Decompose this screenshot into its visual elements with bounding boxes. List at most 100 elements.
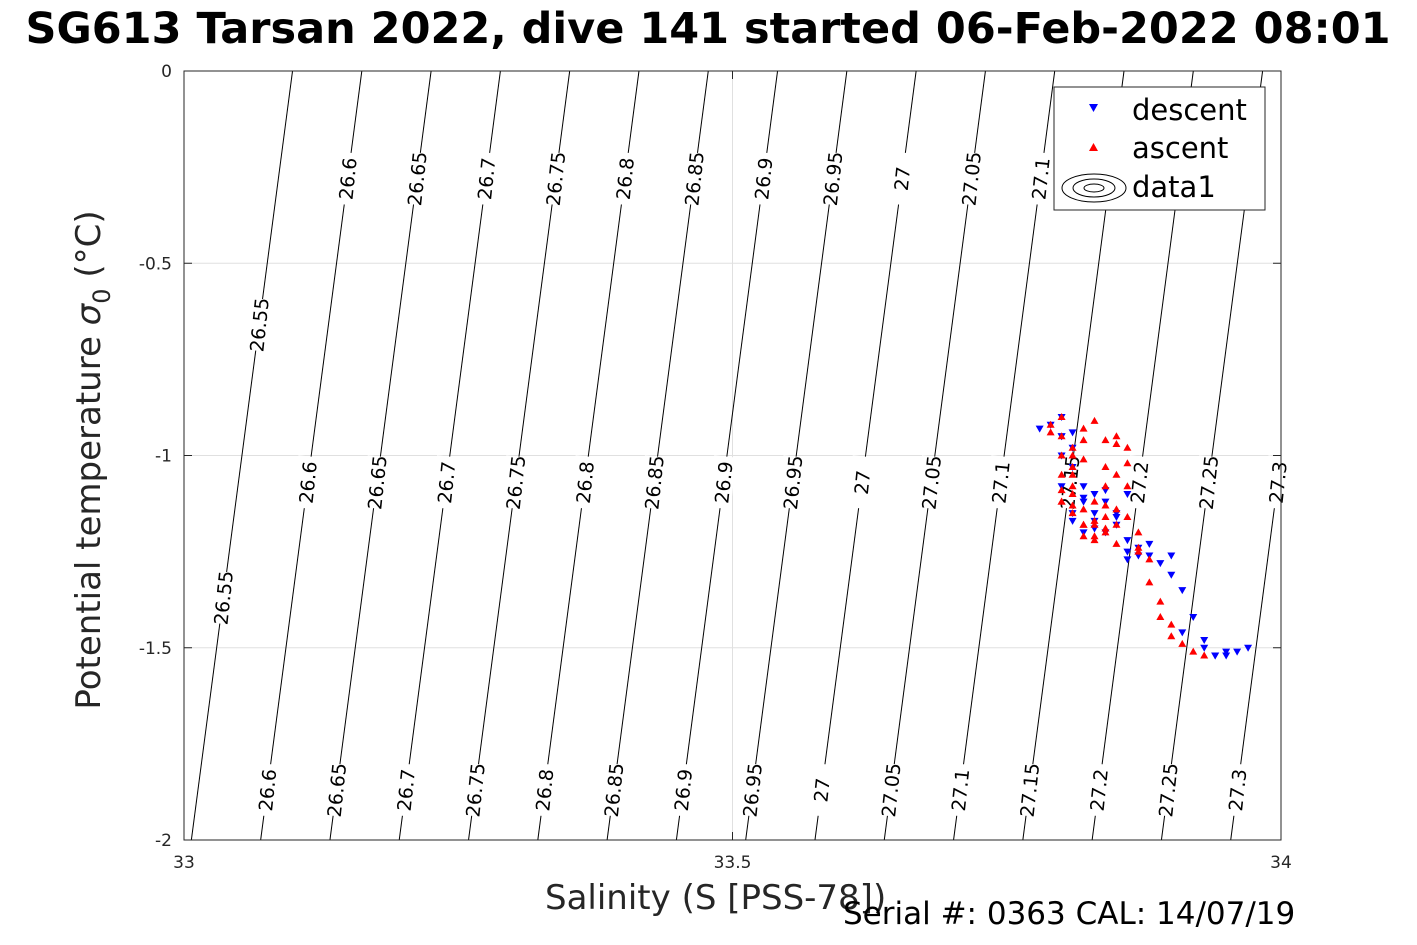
ascent-point	[1101, 501, 1110, 509]
contour-label: 26.55	[246, 297, 274, 353]
contour-label-bg	[431, 455, 459, 510]
ascent-point	[1156, 612, 1165, 620]
x-tick-label: 33	[173, 853, 195, 873]
descent-point	[1222, 652, 1231, 660]
contour-label: 26.85	[681, 151, 709, 207]
contour-label-bg	[610, 151, 638, 206]
contour-label-bg	[1153, 762, 1181, 817]
legend-descent-marker	[1089, 104, 1098, 112]
ascent-point	[1090, 497, 1099, 505]
contour-label-bg	[887, 151, 915, 206]
contour-label-group: 26.6	[252, 762, 281, 817]
ascent-point	[1112, 520, 1121, 528]
contour-label: 27.2	[1127, 460, 1153, 504]
ascent-point	[1090, 516, 1099, 524]
contour-label-bg	[570, 455, 598, 510]
contour-label: 27.1	[948, 768, 974, 812]
ascent-point	[1068, 463, 1077, 471]
contour-label-bg	[252, 762, 280, 817]
ascent-point	[1057, 470, 1066, 478]
legend-ascent-marker	[1089, 143, 1098, 151]
descent-point	[1178, 587, 1187, 595]
contour-label-group: 26.8	[610, 151, 639, 206]
contour-label: 26.65	[364, 454, 392, 510]
ascent-point	[1090, 536, 1099, 544]
contour-label-bg	[639, 455, 667, 510]
contour-label-group: 27.3	[1222, 762, 1251, 817]
descent-point	[1090, 510, 1099, 518]
ascent-point	[1079, 532, 1088, 540]
y-tick-label: 0	[161, 62, 172, 82]
ascent-point	[1068, 451, 1077, 459]
contour-label-group: 26.65	[402, 151, 432, 207]
contour-label: 26.85	[601, 762, 629, 818]
y-tick-label: -0.5	[139, 254, 172, 274]
ascent-point	[1112, 539, 1121, 547]
contour-label-bg	[471, 151, 499, 206]
contour-label-bg	[321, 762, 350, 817]
axis-ticks: 33 33.5 34 0 -0.5 -1 -1.5 -2	[139, 62, 1292, 873]
contour-label: 26.95	[780, 454, 808, 510]
contour-label: 26.55	[210, 570, 238, 626]
contour-label: 26.7	[434, 460, 460, 504]
ascent-point	[1068, 470, 1077, 478]
contour-label: 26.75	[503, 454, 531, 510]
ascent-point	[1090, 532, 1099, 540]
contour-label-bg	[748, 151, 777, 206]
contour-label-bg	[708, 455, 737, 510]
contour-label: 27	[810, 777, 834, 803]
contour-label-bg	[806, 762, 835, 817]
contour-label-group: 26.65	[362, 454, 392, 511]
density-contours	[190, 70, 1282, 841]
contour-label: 27.15	[1017, 762, 1045, 818]
contour-label-bg	[668, 762, 696, 817]
ascent-point	[1189, 647, 1198, 655]
contour-label: 27.25	[1155, 762, 1183, 818]
contour-label-bg	[333, 151, 361, 206]
contour-label-group: 26.95	[737, 762, 767, 818]
contour-label: 26.9	[671, 768, 697, 812]
descent-point	[1222, 648, 1231, 656]
ascent-point	[1057, 432, 1066, 440]
descent-point	[1167, 571, 1176, 579]
contour-label-bg	[737, 762, 765, 817]
contour-label-bg	[956, 151, 984, 206]
contour-label: 26.95	[739, 762, 767, 818]
legend: descent ascent data1	[1053, 86, 1266, 211]
contour-label-group: 26.7	[391, 762, 420, 817]
contour-label-group: 27.2	[1084, 762, 1113, 817]
ascent-point	[1123, 482, 1132, 490]
contour-label: 27.05	[958, 151, 986, 207]
contour-label-group: 27.2	[1124, 455, 1153, 510]
contour-label: 26.7	[474, 157, 500, 201]
contour-label-bg	[818, 151, 846, 206]
contour-label-bg	[916, 455, 944, 510]
contour-label-group: 27.25	[1153, 762, 1183, 818]
contour-label: 27.1	[988, 460, 1014, 504]
contour-label: 26.65	[324, 762, 352, 818]
contour-label-group: 26.8	[529, 762, 559, 817]
descent-point	[1123, 556, 1132, 564]
ascent-point	[1112, 432, 1121, 440]
ascent-point	[1134, 543, 1143, 551]
contour-label-group: 27.1	[1025, 151, 1055, 206]
ascent-point	[1057, 497, 1066, 505]
contour-label-bg	[1025, 151, 1054, 206]
contour-label-group: 27	[887, 151, 915, 206]
contour-label-group: 26.75	[460, 762, 490, 818]
contour-label: 26.85	[641, 454, 669, 510]
contour-label-group: 26.8	[570, 455, 599, 510]
ascent-point	[1068, 482, 1077, 490]
ascent-point	[1123, 443, 1132, 451]
contour-label-bg	[500, 455, 529, 510]
contour-label: 26.75	[543, 151, 571, 207]
contour-label-bg	[945, 762, 973, 817]
ascent-point	[1068, 501, 1077, 509]
x-tick-label: 34	[1270, 853, 1292, 873]
descent-point	[1156, 560, 1165, 568]
ascent-point	[1123, 459, 1132, 467]
contour-label-group: 27.05	[956, 151, 986, 207]
legend-box	[1053, 86, 1266, 211]
contour-label-group: 26.9	[708, 455, 738, 510]
